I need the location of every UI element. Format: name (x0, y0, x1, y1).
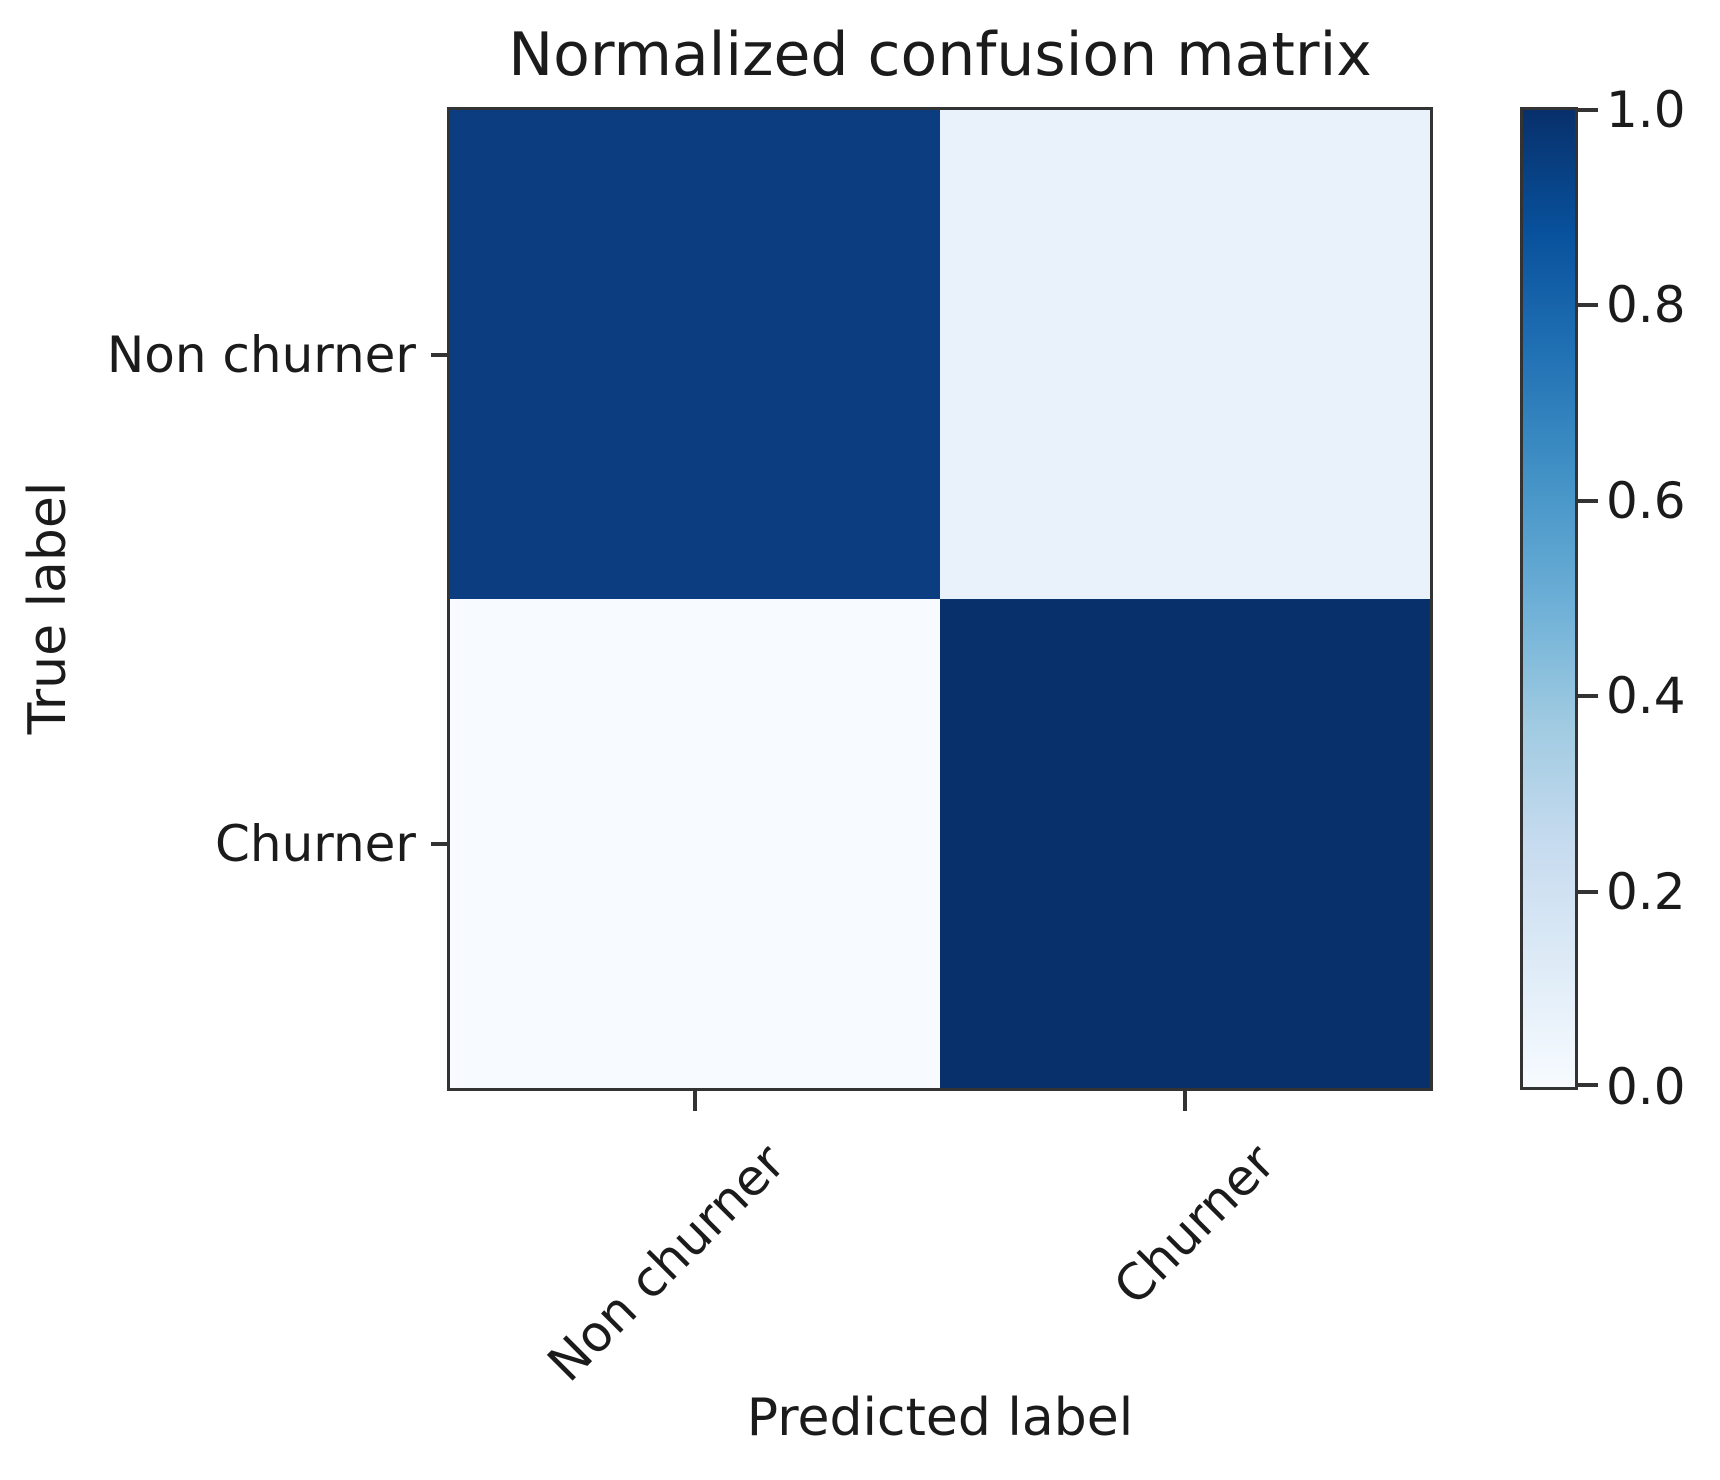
colorbar-tick-label: 0.8 (1606, 276, 1686, 335)
colorbar-tick-mark (1578, 694, 1598, 699)
matrix-cell-row0-col0 (450, 110, 940, 599)
colorbar-gradient (1523, 110, 1575, 1087)
x-tick-label: Non churner (536, 1133, 797, 1393)
heatmap-plot-area (447, 107, 1433, 1091)
colorbar-tick-mark (1578, 303, 1598, 308)
y-tick-label: Churner (215, 814, 416, 873)
colorbar-tick-label: 1.0 (1606, 81, 1686, 139)
x-tick-mark (1183, 1091, 1187, 1111)
x-axis-label: Predicted label (746, 1388, 1134, 1448)
colorbar-tick-label: 0.6 (1606, 471, 1686, 530)
matrix-cell-row1-col0 (450, 599, 940, 1088)
colorbar-tick-mark (1578, 498, 1598, 503)
chart-title: Normalized confusion matrix (508, 20, 1372, 90)
colorbar-tick-label: 0.2 (1606, 862, 1686, 921)
colorbar-tick-mark (1578, 889, 1598, 894)
colorbar-tick-label: 0.0 (1606, 1058, 1686, 1116)
matrix-cell-row0-col1 (940, 110, 1430, 599)
matrix-cell-row1-col1 (940, 599, 1430, 1088)
colorbar-tick-mark (1578, 108, 1598, 112)
x-tick-label: Churner (1102, 1133, 1287, 1317)
y-axis-label: True label (18, 481, 78, 735)
x-tick-mark (693, 1091, 697, 1111)
colorbar-tick-label: 0.4 (1606, 667, 1686, 726)
y-tick-label: Non churner (106, 325, 416, 384)
colorbar (1520, 107, 1578, 1090)
y-tick-mark (431, 841, 447, 846)
colorbar-tick-mark (1578, 1083, 1598, 1087)
y-tick-mark (431, 352, 447, 357)
